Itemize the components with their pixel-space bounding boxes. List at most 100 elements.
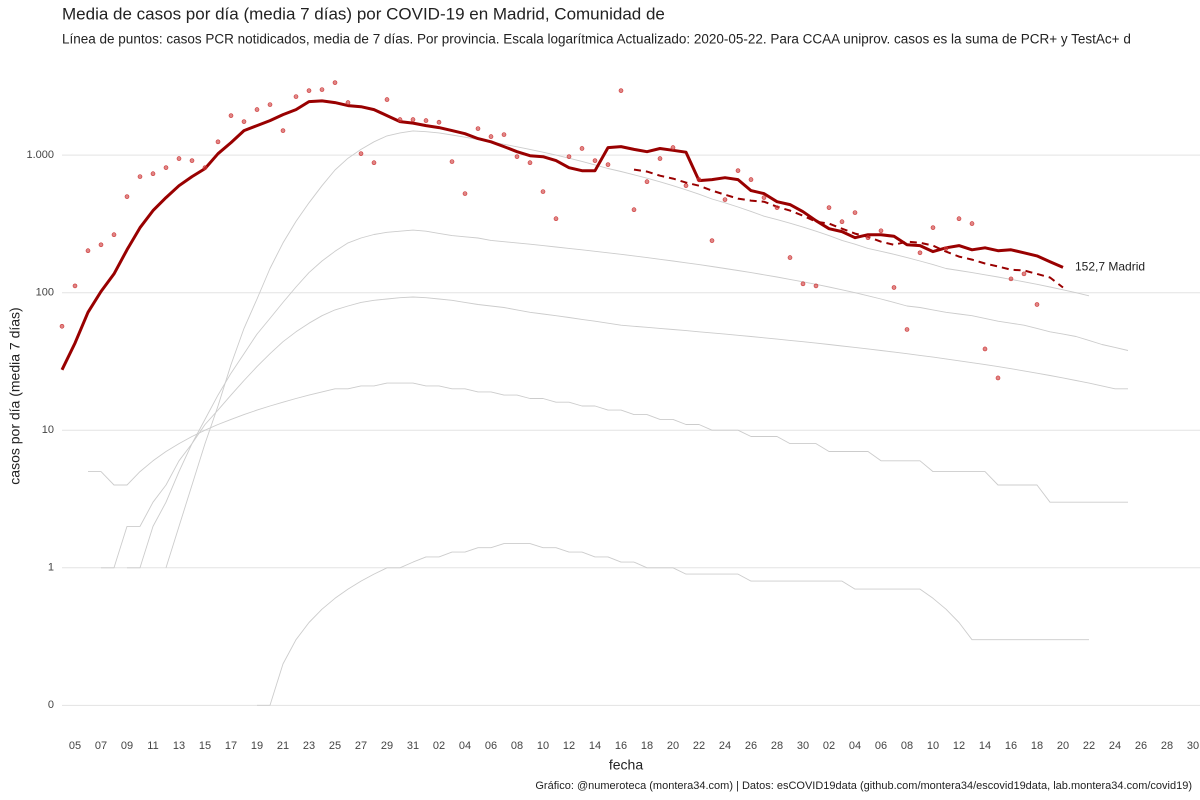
y-tick-label: 100: [36, 287, 54, 299]
point: [449, 159, 455, 164]
point: [150, 171, 156, 176]
point: [215, 139, 221, 145]
point: [618, 88, 624, 93]
point: [709, 238, 715, 243]
point: [553, 216, 559, 222]
point: [332, 80, 338, 85]
point: [280, 128, 286, 133]
point: [683, 183, 689, 188]
dashed-line: [633, 168, 1064, 289]
point: [514, 154, 520, 159]
point: [904, 327, 910, 332]
x-tick-label: 06: [875, 740, 887, 752]
x-tick-label: 25: [329, 740, 341, 752]
x-tick-label: 07: [95, 740, 107, 752]
point: [605, 162, 611, 167]
x-tick-label: 22: [1083, 740, 1095, 752]
point: [241, 119, 247, 124]
x-tick-label: 24: [1109, 740, 1121, 752]
line: [88, 382, 1128, 503]
point: [1008, 276, 1014, 282]
point: [501, 132, 507, 137]
point: [358, 151, 364, 156]
x-tick-label: 10: [927, 740, 939, 752]
point: [527, 160, 533, 166]
point: [59, 323, 65, 329]
point: [254, 107, 260, 112]
x-tick-label: 28: [1161, 740, 1173, 752]
point: [423, 118, 429, 123]
point: [917, 250, 923, 256]
x-tick-label: 13: [173, 740, 185, 752]
point: [228, 113, 234, 118]
x-tick-label: 02: [433, 740, 445, 752]
chart-subtitle: Línea de puntos: casos PCR notidicados, …: [62, 32, 1131, 47]
x-tick-label: 04: [849, 740, 861, 752]
y-tick-label: 1.000: [26, 149, 54, 161]
point: [865, 235, 871, 241]
caption: Gráfico: @numeroteca (montera34.com) | D…: [535, 780, 1192, 792]
point: [137, 174, 143, 179]
y-tick-label: 1: [48, 562, 54, 574]
point: [436, 119, 442, 125]
point: [293, 94, 299, 99]
point: [735, 168, 741, 173]
point: [319, 87, 325, 92]
x-tick-label: 22: [693, 740, 705, 752]
point: [891, 285, 897, 290]
y-tick-label: 10: [42, 424, 54, 436]
point: [995, 375, 1001, 381]
x-tick-label: 29: [381, 740, 393, 752]
point: [852, 210, 858, 215]
line: [101, 296, 1128, 569]
x-tick-label: 05: [69, 740, 81, 752]
point: [540, 189, 546, 194]
x-tick-label: 24: [719, 740, 731, 752]
point: [774, 205, 780, 210]
x-tick-label: 26: [745, 740, 757, 752]
point: [72, 283, 78, 289]
x-tick-label: 18: [1031, 740, 1043, 752]
point: [839, 219, 845, 225]
point: [189, 158, 195, 163]
x-tick-label: 12: [563, 740, 575, 752]
point: [306, 88, 312, 93]
point: [488, 134, 494, 139]
plot-area: 152,7 Madrid: [59, 80, 1145, 706]
point: [267, 102, 273, 107]
point: [566, 154, 572, 159]
x-tick-label: 16: [1005, 740, 1017, 752]
point: [644, 179, 650, 185]
point: [371, 160, 377, 166]
x-tick-label: 18: [641, 740, 653, 752]
point: [1034, 302, 1040, 307]
point: [813, 283, 819, 289]
point: [930, 225, 936, 230]
point: [956, 216, 962, 222]
data-label: 152,7 Madrid: [1075, 260, 1145, 274]
point: [202, 165, 208, 170]
x-tick-label: 09: [121, 740, 133, 752]
point: [722, 197, 728, 202]
chart-title: Media de casos por día (media 7 días) po…: [62, 4, 665, 23]
x-tick-label: 04: [459, 740, 471, 752]
x-tick-label: 16: [615, 740, 627, 752]
point: [696, 177, 702, 182]
point: [631, 207, 637, 213]
x-tick-label: 10: [537, 740, 549, 752]
x-tick-label: 02: [823, 740, 835, 752]
point: [579, 146, 585, 151]
point: [176, 156, 182, 161]
point: [345, 100, 351, 105]
x-tick-label: 06: [485, 740, 497, 752]
x-tick-label: 30: [797, 740, 809, 752]
x-tick-label: 08: [511, 740, 523, 752]
x-tick-label: 11: [147, 740, 158, 752]
grid: [62, 154, 1200, 706]
line: [165, 130, 1090, 568]
point: [982, 346, 988, 352]
point: [826, 205, 832, 210]
x-tick-label: 26: [1135, 740, 1147, 752]
x-tick-label: 14: [589, 740, 601, 752]
